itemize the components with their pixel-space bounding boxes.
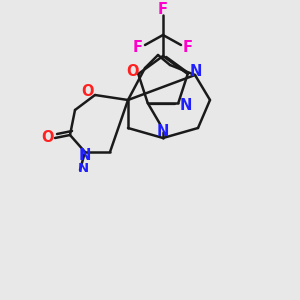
Text: F: F <box>183 40 193 55</box>
Text: O: O <box>41 130 53 146</box>
Text: O: O <box>126 64 139 80</box>
Text: N: N <box>157 124 169 140</box>
Text: O: O <box>81 85 93 100</box>
Text: N: N <box>180 98 193 112</box>
Text: N: N <box>79 148 91 163</box>
Text: F: F <box>133 40 143 55</box>
Text: N: N <box>190 64 202 80</box>
Text: F: F <box>158 2 168 17</box>
Text: N: N <box>77 161 88 175</box>
